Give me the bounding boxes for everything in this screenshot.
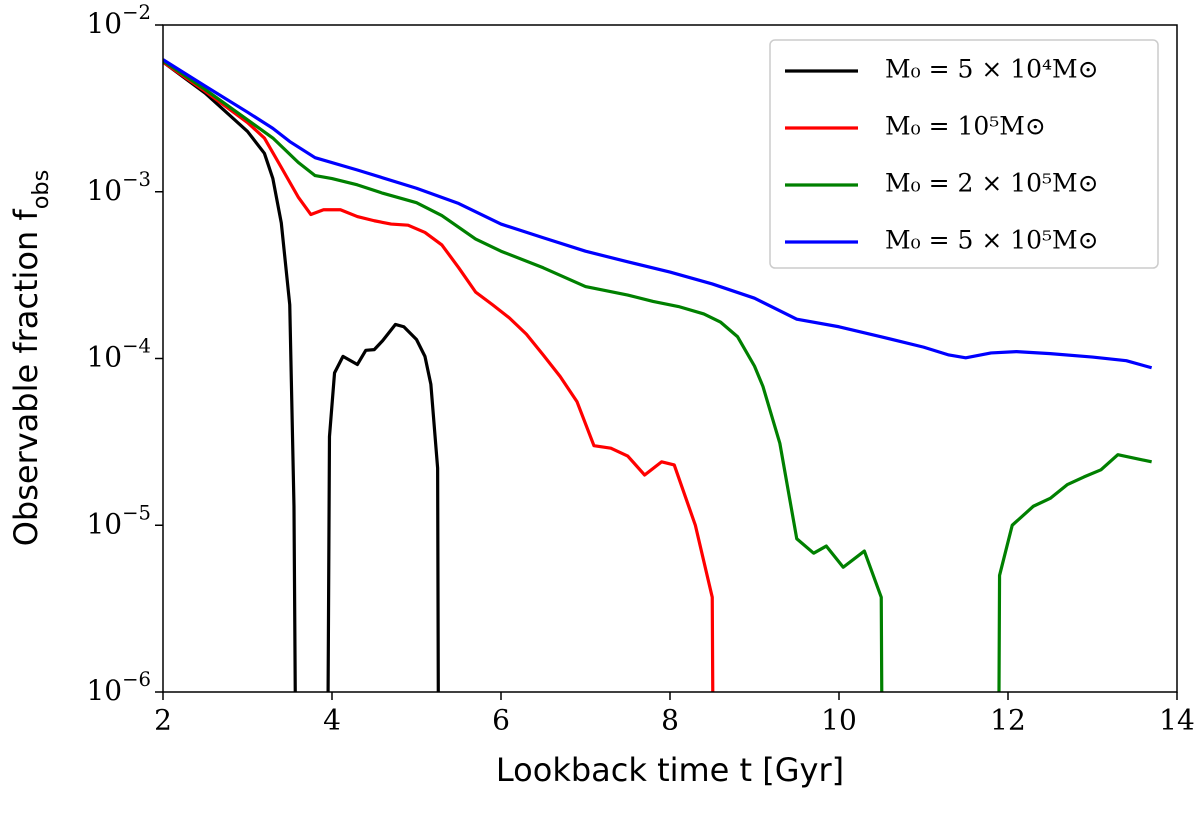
series-line: [163, 60, 715, 692]
legend-box: [769, 39, 1159, 269]
x-tick-label: 14: [1159, 704, 1195, 737]
series-line: [163, 58, 1153, 370]
x-tick-label: 6: [492, 704, 510, 737]
series-line: [163, 60, 440, 692]
y-tick-label: 10−5: [86, 501, 151, 540]
legend-label: M₀ = 2 × 10⁵M⊙: [885, 169, 1099, 198]
x-tick-label: 12: [990, 704, 1026, 737]
x-axis-label: Lookback time t [Gyr]: [496, 751, 844, 789]
series-line: [163, 59, 1152, 692]
y-tick-label: 10−3: [86, 168, 151, 207]
x-tick-label: 10: [821, 704, 857, 737]
legend-label: M₀ = 5 × 10⁵M⊙: [885, 226, 1099, 255]
y-axis-label: Observable fraction fobs: [7, 170, 54, 547]
y-tick-label: 10−6: [86, 668, 151, 707]
legend-label: M₀ = 5 × 10⁴M⊙: [885, 55, 1099, 84]
x-tick-label: 8: [661, 704, 679, 737]
y-tick-label: 10−2: [86, 1, 151, 40]
legend-label: M₀ = 10⁵M⊙: [885, 112, 1046, 141]
plot-lines: [163, 58, 1153, 692]
plot-frame: [162, 24, 1178, 693]
x-tick-label: 4: [323, 704, 341, 737]
x-tick-label: 2: [154, 704, 172, 737]
y-tick-label: 10−4: [86, 335, 151, 374]
